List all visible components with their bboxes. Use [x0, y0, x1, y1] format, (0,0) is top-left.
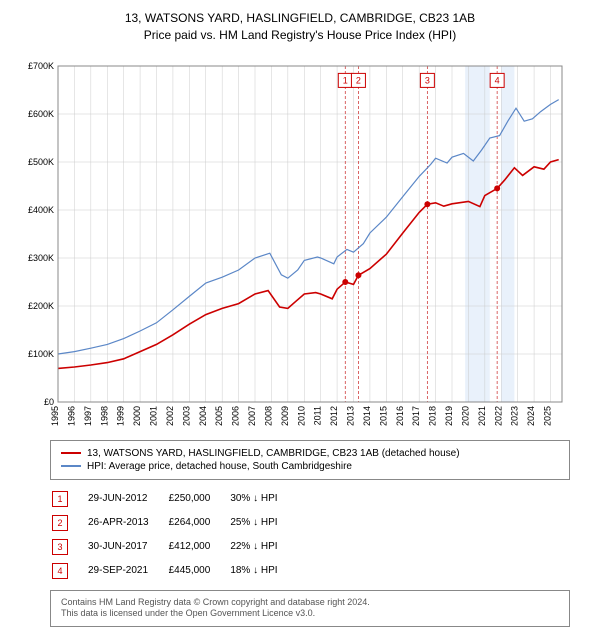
svg-text:2004: 2004 — [198, 406, 208, 426]
svg-text:2005: 2005 — [214, 406, 224, 426]
svg-text:2002: 2002 — [165, 406, 175, 426]
svg-text:1999: 1999 — [116, 406, 126, 426]
legend-row: 13, WATSONS YARD, HASLINGFIELD, CAMBRIDG… — [61, 447, 559, 460]
svg-text:2022: 2022 — [493, 406, 503, 426]
event-diff: 25% ↓ HPI — [230, 512, 295, 534]
event-row: 3 30-JUN-2017£412,00022% ↓ HPI — [52, 536, 296, 558]
event-marker: 3 — [52, 539, 68, 555]
svg-text:2013: 2013 — [346, 406, 356, 426]
svg-text:2: 2 — [356, 75, 361, 85]
svg-text:1998: 1998 — [99, 406, 109, 426]
event-date: 29-JUN-2012 — [88, 488, 167, 510]
svg-text:2023: 2023 — [510, 406, 520, 426]
legend-swatch — [61, 465, 81, 467]
legend-swatch — [61, 452, 81, 454]
footer-line-1: Contains HM Land Registry data © Crown c… — [61, 597, 559, 609]
svg-text:2000: 2000 — [132, 406, 142, 426]
event-marker: 1 — [52, 491, 68, 507]
svg-text:2014: 2014 — [362, 406, 372, 426]
event-price: £264,000 — [169, 512, 229, 534]
svg-text:2018: 2018 — [428, 406, 438, 426]
svg-text:£600K: £600K — [28, 109, 54, 119]
svg-text:1997: 1997 — [83, 406, 93, 426]
footer-attribution: Contains HM Land Registry data © Crown c… — [50, 590, 570, 627]
event-row: 2 26-APR-2013£264,00025% ↓ HPI — [52, 512, 296, 534]
chart-title-2: Price paid vs. HM Land Registry's House … — [10, 27, 590, 44]
footer-line-2: This data is licensed under the Open Gov… — [61, 608, 559, 620]
svg-text:£100K: £100K — [28, 349, 54, 359]
event-date: 26-APR-2013 — [88, 512, 167, 534]
svg-text:2012: 2012 — [329, 406, 339, 426]
svg-text:£0: £0 — [44, 397, 54, 407]
svg-text:1995: 1995 — [50, 406, 60, 426]
events-table: 1 29-JUN-2012£250,00030% ↓ HPI 2 26-APR-201… — [50, 486, 298, 584]
svg-text:£300K: £300K — [28, 253, 54, 263]
legend-label: HPI: Average price, detached house, Sout… — [87, 461, 352, 472]
svg-text:2025: 2025 — [543, 406, 553, 426]
event-row: 4 29-SEP-2021£445,00018% ↓ HPI — [52, 560, 296, 582]
svg-text:2001: 2001 — [149, 406, 159, 426]
svg-text:£700K: £700K — [28, 61, 54, 71]
event-marker: 4 — [52, 563, 68, 579]
svg-text:4: 4 — [495, 75, 500, 85]
svg-text:2011: 2011 — [313, 406, 323, 425]
event-price: £250,000 — [169, 488, 229, 510]
svg-text:2024: 2024 — [526, 406, 536, 426]
svg-text:2007: 2007 — [247, 406, 257, 426]
svg-text:1: 1 — [343, 75, 348, 85]
svg-text:2010: 2010 — [296, 406, 306, 426]
event-diff: 30% ↓ HPI — [230, 488, 295, 510]
legend: 13, WATSONS YARD, HASLINGFIELD, CAMBRIDG… — [50, 440, 570, 480]
svg-text:1996: 1996 — [66, 406, 76, 426]
svg-text:2009: 2009 — [280, 406, 290, 426]
svg-text:£200K: £200K — [28, 301, 54, 311]
svg-text:2016: 2016 — [395, 406, 405, 426]
event-diff: 22% ↓ HPI — [230, 536, 295, 558]
svg-text:2019: 2019 — [444, 406, 454, 426]
svg-text:£500K: £500K — [28, 157, 54, 167]
event-price: £412,000 — [169, 536, 229, 558]
price-chart: 12 3 4 £0 £100K £200K £300K £400K £500K £600K £700… — [10, 52, 570, 432]
chart-svg: 12 3 4 £0 £100K £200K £300K £400K £500K £600K £700… — [10, 52, 570, 432]
svg-text:2008: 2008 — [263, 406, 273, 426]
svg-text:£400K: £400K — [28, 205, 54, 215]
svg-text:2003: 2003 — [181, 406, 191, 426]
event-marker: 2 — [52, 515, 68, 531]
chart-title-1: 13, WATSONS YARD, HASLINGFIELD, CAMBRIDG… — [10, 10, 590, 27]
svg-text:3: 3 — [425, 75, 430, 85]
svg-text:2020: 2020 — [460, 406, 470, 426]
event-diff: 18% ↓ HPI — [230, 560, 295, 582]
legend-row: HPI: Average price, detached house, Sout… — [61, 460, 559, 473]
event-row: 1 29-JUN-2012£250,00030% ↓ HPI — [52, 488, 296, 510]
svg-text:2015: 2015 — [378, 406, 388, 426]
event-date: 29-SEP-2021 — [88, 560, 167, 582]
legend-label: 13, WATSONS YARD, HASLINGFIELD, CAMBRIDG… — [87, 448, 460, 459]
event-date: 30-JUN-2017 — [88, 536, 167, 558]
svg-text:2021: 2021 — [477, 406, 487, 426]
event-price: £445,000 — [169, 560, 229, 582]
svg-text:2017: 2017 — [411, 406, 421, 426]
svg-text:2006: 2006 — [231, 406, 241, 426]
